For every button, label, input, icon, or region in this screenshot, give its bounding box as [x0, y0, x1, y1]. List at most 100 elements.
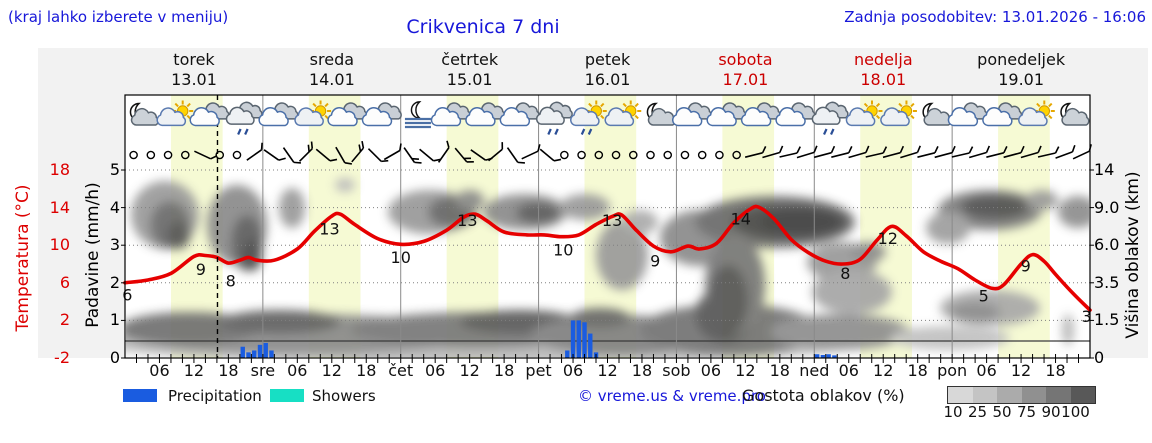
sun-ray	[863, 102, 869, 108]
showers-swatch	[270, 389, 304, 402]
day-date: 14.01	[308, 70, 355, 89]
x-day-abbrev-label: ned	[799, 361, 830, 380]
sun-ray	[324, 102, 329, 108]
wind-barb-icon	[813, 145, 836, 159]
cloud-blob	[961, 195, 1029, 219]
weather-icon-sun-cloud	[156, 100, 194, 127]
x-hour-label: 06	[838, 361, 859, 380]
drizzle-mark	[244, 128, 249, 135]
cloud-shape	[845, 107, 876, 127]
precipitation-bar	[257, 344, 263, 358]
x-hour-label: 06	[700, 361, 722, 380]
cloud-shape	[706, 107, 737, 127]
cloud-shape	[156, 107, 187, 127]
wind-barb-icon	[968, 145, 991, 159]
precip-tick-label: 5	[109, 160, 120, 179]
temp-tick-label: 6	[59, 272, 70, 292]
wind-barb-icon	[1003, 145, 1025, 159]
cloud-blob	[812, 270, 892, 314]
cloud-blob	[950, 302, 1000, 322]
wind-barb-icon	[246, 142, 263, 161]
cloud-shape	[740, 107, 772, 127]
precipitation-bar	[570, 320, 576, 358]
day-name-četrtek: četrtek	[441, 50, 499, 69]
day-name-petek: petek	[584, 50, 631, 69]
cloud-blob	[1058, 196, 1089, 228]
drizzle-mark	[587, 128, 593, 135]
cloud-density-label: Gostota oblakov (%)	[742, 386, 905, 405]
x-hour-label: 12	[459, 361, 480, 380]
wind-barb-icon	[744, 146, 767, 158]
wind-barb-icon	[282, 147, 301, 164]
wind-calm-icon	[732, 150, 741, 160]
x-hour-label: 18	[907, 361, 928, 380]
cloud-density-tick-labels: 10 25 50 75 90 100	[935, 403, 1125, 421]
precip-tick-label: 2	[109, 272, 120, 292]
wind-barb-icon	[335, 146, 353, 165]
x-hour-label: 18	[218, 361, 239, 380]
wind-barb-icon	[951, 146, 974, 158]
x-hour-label: 18	[1045, 361, 1066, 380]
precip-tick-label: 3	[109, 235, 120, 255]
cloud-blob	[516, 202, 560, 224]
cloud-blob	[760, 210, 840, 234]
weather-icon-cloud	[465, 102, 506, 127]
wind-barb-icon	[1037, 146, 1060, 158]
sun-ray	[898, 102, 903, 108]
temperature-value-label: 14	[731, 209, 751, 228]
weather-icon-cloud-drizzle	[225, 101, 263, 135]
x-hour-label: 18	[493, 361, 515, 380]
wind-calm-icon	[129, 150, 138, 160]
cloud-shape	[327, 107, 358, 127]
cloud-density-tick: 50	[992, 403, 1012, 421]
credit-link[interactable]: © vreme.us & vreme.pro	[578, 387, 766, 405]
wind-barb-icon	[762, 145, 784, 159]
cloud-blob	[596, 220, 648, 290]
temperature-value-label: 12	[878, 229, 898, 248]
x-hour-label: 06	[976, 361, 997, 380]
day-date: 17.01	[722, 70, 769, 89]
weather-icon-row	[129, 100, 1090, 135]
temperature-line	[123, 204, 1092, 312]
cloud-density-gradient-step	[1021, 387, 1046, 403]
weather-icon-cloud	[189, 102, 230, 127]
day-date: 16.01	[584, 70, 631, 89]
cloud-blob	[456, 190, 484, 210]
weather-icon-moon-fog	[404, 101, 431, 129]
sun-ray	[600, 102, 605, 108]
temperature-value-label: 13	[319, 220, 339, 239]
day-date: 15.01	[446, 70, 493, 89]
x-hour-label: 12	[735, 361, 756, 380]
precipitation-legend-label: Precipitation	[168, 387, 262, 405]
cloud-blob	[926, 212, 970, 244]
x-day-abbrev-label: pet	[525, 361, 552, 380]
sun-ray	[634, 102, 639, 108]
wind-calm-icon	[680, 150, 690, 160]
cloud-density-gradient-step	[997, 387, 1022, 403]
wind-row	[129, 140, 1092, 165]
weather-icon-cloud	[706, 102, 747, 127]
cloud-blob	[890, 326, 1010, 350]
weather-icon-cloud	[499, 102, 540, 127]
cloud-blob	[770, 314, 910, 350]
x-hour-label: 18	[769, 361, 790, 380]
wind-calm-icon	[697, 150, 707, 160]
precipitation-bar	[576, 320, 581, 358]
cloud-height-tick-label: 3.5	[1094, 272, 1120, 292]
wind-calm-icon	[715, 150, 724, 160]
menu-hint-text: (kraj lahko izberete v meniju)	[8, 8, 229, 26]
cloud-blob	[166, 221, 190, 249]
wind-calm-icon	[646, 150, 655, 160]
day-date: 19.01	[998, 70, 1045, 89]
weather-icon-sun-cloud	[294, 100, 332, 127]
wind-calm-icon	[577, 150, 586, 160]
cloud-shape	[672, 107, 703, 127]
wind-barb-icon	[796, 145, 818, 159]
cloud-density-tick: 25	[967, 403, 988, 421]
weather-icon-cloud	[361, 102, 402, 127]
wind-barb-icon	[934, 145, 956, 159]
wind-barb-icon	[848, 145, 870, 159]
wind-barb-icon	[539, 148, 562, 162]
precipitation-bar	[826, 354, 831, 358]
